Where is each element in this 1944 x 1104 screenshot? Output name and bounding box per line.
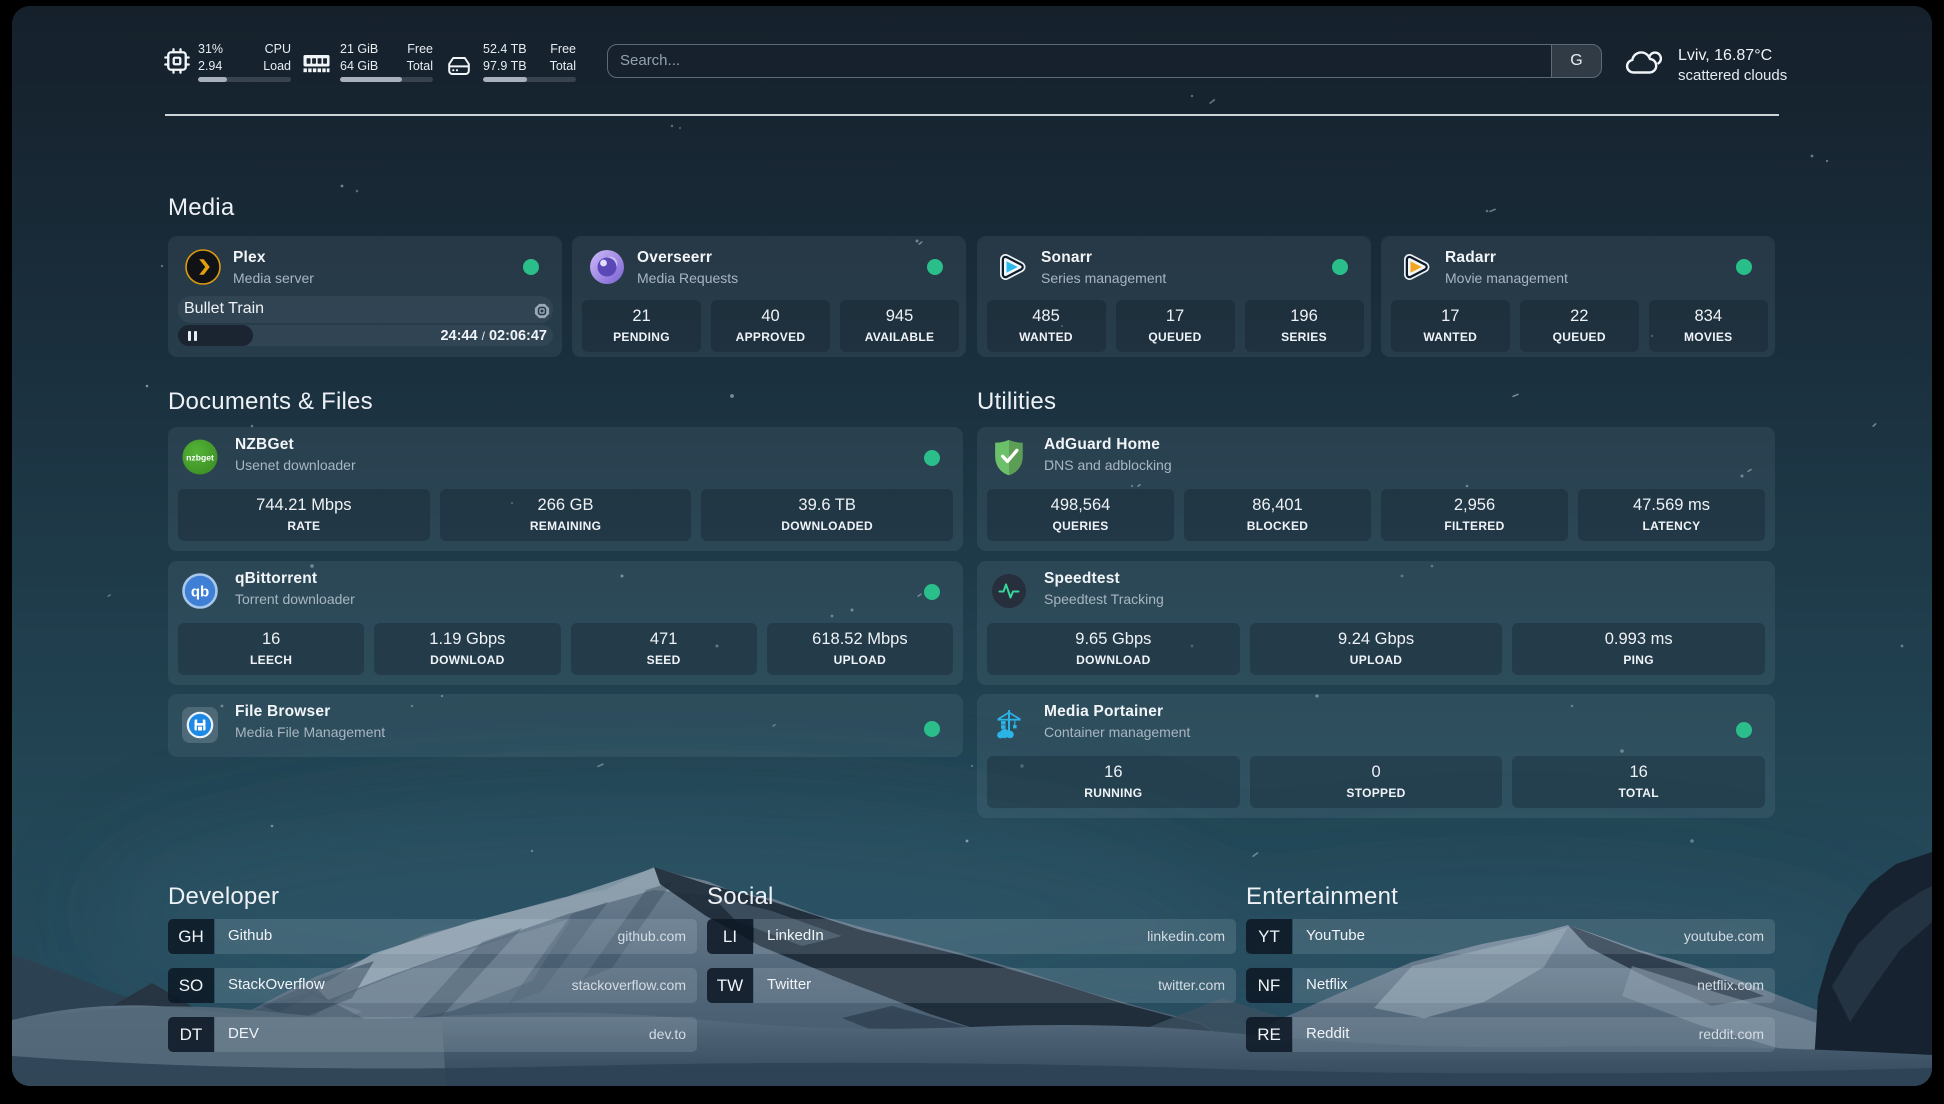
svg-text:qb: qb	[191, 584, 209, 601]
svg-text:nzbget: nzbget	[186, 453, 214, 463]
